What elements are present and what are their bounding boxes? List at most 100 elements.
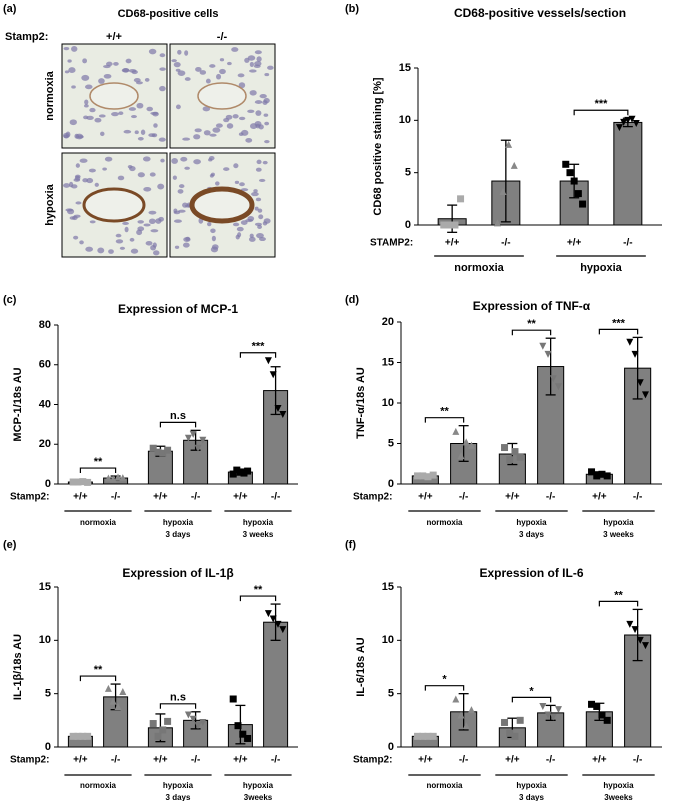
significance-label: *** (612, 317, 626, 329)
micrograph-cell (171, 158, 178, 164)
micrograph-cell (84, 84, 93, 90)
y-tick-label: 5 (405, 167, 411, 179)
significance-label: ** (614, 589, 623, 601)
micrograph-cell (238, 132, 244, 137)
group-label: 3weeks (604, 793, 633, 801)
micrograph-cell (130, 115, 137, 119)
micrograph-cell (122, 67, 130, 73)
micrograph-cell (245, 218, 253, 223)
x-tick-label: -/- (546, 492, 555, 503)
data-point (493, 219, 501, 227)
micrograph-cell (148, 218, 156, 225)
micrograph-cell (194, 128, 202, 133)
y-tick-label: 10 (39, 634, 51, 646)
data-point (632, 119, 640, 127)
group-label: hypoxia (243, 518, 274, 527)
data-point (199, 436, 207, 444)
group-label: 3 days (519, 530, 544, 539)
data-point (269, 371, 277, 379)
x-tick-label: +/+ (592, 755, 607, 766)
data-point (74, 732, 82, 740)
y-tick-label: 0 (45, 741, 51, 753)
bar (263, 621, 289, 748)
x-tick-label: +/+ (592, 492, 607, 503)
micrograph-cell (232, 114, 239, 119)
micrograph-cell (71, 45, 78, 52)
micrograph-cell (249, 61, 254, 68)
chart-title: CD68-positive vessels/section (454, 6, 626, 20)
group-label: normoxia (454, 262, 504, 274)
micrograph-cell (158, 137, 166, 142)
micrograph-cell (236, 226, 244, 232)
row-label: hypoxia (44, 183, 56, 225)
y-tick-label: 60 (39, 359, 51, 371)
micrograph-cell (94, 182, 99, 187)
micrograph-cell (258, 237, 266, 242)
vessel-lumen (82, 187, 146, 223)
micrograph-cell (119, 246, 126, 250)
micrograph-cell (182, 137, 191, 141)
x-tick-label: +/+ (567, 238, 582, 249)
panel-label: (b) (345, 3, 359, 15)
y-tick-label: 20 (39, 438, 51, 450)
x-tick-label: +/+ (505, 492, 520, 503)
micrograph-cell (83, 115, 89, 120)
micrograph-cell (209, 133, 217, 137)
data-point (544, 711, 552, 719)
micrograph-cell (207, 221, 212, 227)
data-point (154, 732, 162, 740)
y-tick-label: 0 (388, 478, 394, 490)
micrograph-cell (184, 50, 189, 56)
data-point (451, 221, 459, 229)
micrograph-cell (134, 130, 139, 135)
x-tick-label: -/- (633, 755, 642, 766)
micrograph-cell (155, 218, 162, 224)
micrograph-cell (245, 137, 253, 143)
x-tick-label: +/+ (418, 755, 433, 766)
micrograph-cell (253, 189, 258, 193)
y-tick-label: 0 (388, 741, 394, 753)
micrograph-cell (175, 68, 181, 72)
micrograph-cell (249, 69, 257, 73)
x-tick-label: -/- (111, 492, 120, 503)
data-point (457, 711, 465, 719)
micrograph-cell (184, 77, 191, 81)
micrograph-cell (102, 167, 107, 171)
data-point (511, 448, 519, 456)
x-tick-label: -/- (191, 755, 200, 766)
micrograph-cell (172, 175, 177, 180)
y-axis-label: MCP-1/18s AU (12, 367, 24, 441)
micrograph-cell (150, 111, 159, 115)
data-point (588, 468, 596, 476)
y-tick-label: 10 (399, 114, 411, 126)
micrograph-cell (238, 116, 246, 121)
micrograph-cell (173, 219, 182, 223)
micrograph-cell (153, 123, 158, 128)
y-tick-label: 5 (388, 437, 394, 449)
data-point (429, 471, 437, 479)
x-axis-label: Stamp2: (10, 755, 49, 766)
group-label: normoxia (426, 518, 463, 527)
x-tick-label: +/+ (505, 755, 520, 766)
significance-label: ** (527, 318, 536, 330)
y-tick-label: 15 (382, 581, 394, 593)
data-point (79, 478, 87, 486)
data-point (506, 729, 514, 737)
data-point (631, 626, 639, 634)
micrograph-cell (89, 107, 96, 113)
data-point (588, 700, 596, 708)
y-axis-label: CD68 positive staining [%] (372, 77, 384, 215)
micrograph-cell (115, 239, 124, 244)
micrograph-cell (148, 133, 156, 138)
micrograph-cell (180, 156, 188, 162)
y-tick-label: 15 (39, 581, 51, 593)
micrograph-cell (142, 156, 151, 162)
micrograph-cell (84, 99, 89, 105)
data-point (164, 446, 172, 454)
data-point (467, 706, 475, 714)
micrograph-cell (143, 186, 152, 192)
micrograph-cell (223, 167, 230, 171)
x-tick-label: -/- (271, 492, 280, 503)
chart-title: Expression of TNF-α (473, 299, 591, 313)
data-point (119, 688, 127, 696)
